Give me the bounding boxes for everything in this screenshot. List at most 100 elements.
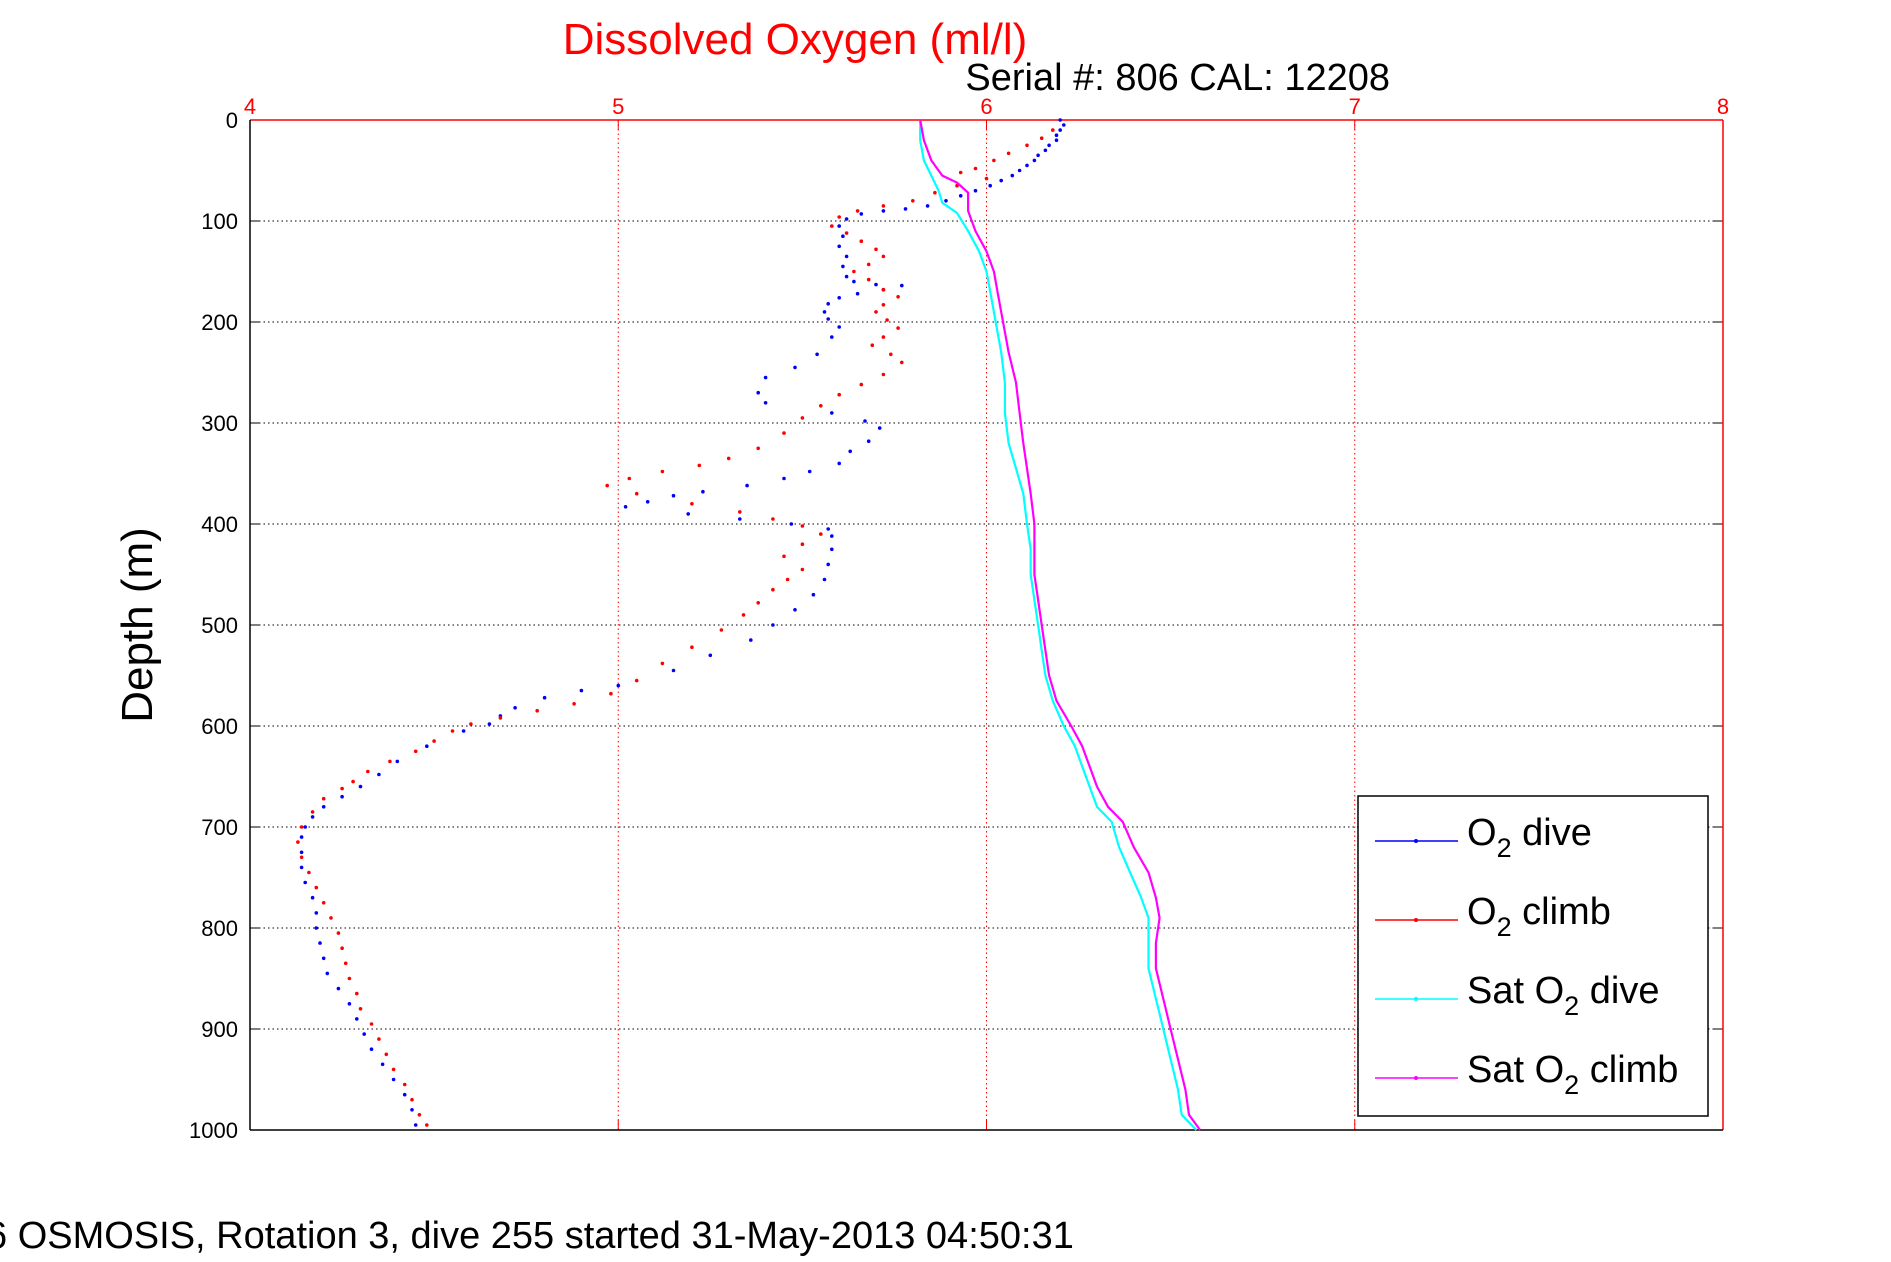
y-tick-label: 900 [201,1017,238,1042]
o2_climb-point [756,601,760,605]
o2_dive-point [837,244,841,249]
x-tick-label: 4 [244,94,256,119]
o2_climb-point [535,709,539,713]
sat_climb-line [919,119,1201,1131]
o2_dive-point [1017,168,1022,173]
serial-cal-label: Serial #: 806 CAL: 12208 [965,57,1390,99]
o2_climb-point [819,404,823,408]
legend-marker [1414,1076,1418,1080]
o2_dive-point [859,212,864,216]
o2_climb-point [785,577,790,582]
o2_dive-point [745,483,749,488]
o2_climb-point [866,277,871,282]
o2_climb-point [881,303,886,307]
legend-label: Sat O2 climb [1467,1049,1678,1100]
o2_dive-series [299,118,1066,1127]
y-tick-labels: 0 100 200 300 400 500 600 700 800 900 1000 [189,108,238,1143]
o2_dive-point [837,296,841,300]
o2_climb-point [771,587,775,592]
o2_climb-point [756,446,760,451]
o2_climb-point [432,739,436,743]
o2_dive-point [855,291,860,296]
o2_dive-point [782,476,786,481]
o2_dive-point [841,264,845,269]
o2_dive-point [708,653,713,658]
o2_dive-point [1036,153,1040,158]
o2_dive-point [844,254,849,259]
o2_dive-point [877,426,882,430]
y-tick-label: 600 [201,714,238,739]
o2_dive-point [686,512,690,516]
o2_climb-point [830,224,834,228]
o2_climb-point [321,901,326,905]
o2_climb-point [837,392,841,397]
sat_climb-series [919,119,1201,1131]
o2_climb-point [572,702,576,706]
o2_climb-point [450,729,455,733]
o2_climb-point [837,215,841,219]
o2_dive-point [513,706,517,710]
o2_climb-point [343,961,348,966]
o2_climb-point [719,628,724,632]
o2_climb-point [992,158,996,163]
o2_climb-point [498,716,503,720]
o2_climb-point [866,262,871,267]
o2_dive-point [852,279,856,284]
o2_dive-point [826,317,830,321]
y-tick-label: 500 [201,613,238,638]
o2_dive-point [671,493,676,498]
o2_climb-point [859,382,864,387]
o2_climb-point [852,269,856,274]
o2_dive-point [579,688,584,693]
o2_climb-point [310,810,315,814]
o2_dive-point [793,608,797,612]
o2_dive-point [542,695,547,700]
o2_climb-point [321,796,326,801]
o2_dive-point [903,207,908,211]
o2_dive-point [866,439,871,444]
o2_dive-point [299,865,304,870]
o2_dive-point [925,204,930,208]
y-tick-label: 100 [201,209,238,234]
o2_climb-point [384,1052,389,1057]
o2_dive-point [410,1108,414,1112]
o2_climb-point [800,416,805,420]
o2_dive-point [336,986,341,991]
o2_dive-point [425,744,429,748]
o2_climb-point [874,310,878,314]
o2_climb-point [605,483,609,488]
o2_dive-point [355,1017,359,1021]
o2_dive-point [314,911,319,915]
o2_dive-point [826,302,830,306]
o2_dive-point [340,794,344,799]
o2_climb-point [358,1007,363,1011]
o2_climb-point [388,759,392,764]
o2_climb-point [973,166,978,171]
y-tick-label: 800 [201,916,238,941]
o2_climb-point [307,870,311,875]
o2_dive-point [391,1077,396,1082]
o2_dive-point [844,217,849,221]
o2_climb-point [634,678,639,683]
o2_climb-point [660,661,665,666]
o2_climb-point [844,231,849,235]
o2_dive-point [487,722,492,726]
o2_climb-point [881,254,886,259]
o2_climb-point [697,463,702,468]
o2_dive-point [830,411,834,415]
legend-label: O2 climb [1467,891,1611,942]
o2_climb-point [366,769,370,774]
o2_dive-point [318,941,322,945]
o2_dive-point [830,547,834,552]
o2_climb-point [958,170,963,175]
o2_dive-point [807,469,812,474]
o2_dive-point [837,461,841,466]
o2_climb-point [351,779,355,784]
o2_dive-point [793,365,797,370]
o2_dive-point [811,592,816,597]
o2_climb-point [1025,143,1029,148]
y-tick-label: 300 [201,411,238,436]
o2_climb-point [660,469,665,474]
o2_dive-point [1047,143,1051,148]
o2_dive-point [999,178,1003,183]
